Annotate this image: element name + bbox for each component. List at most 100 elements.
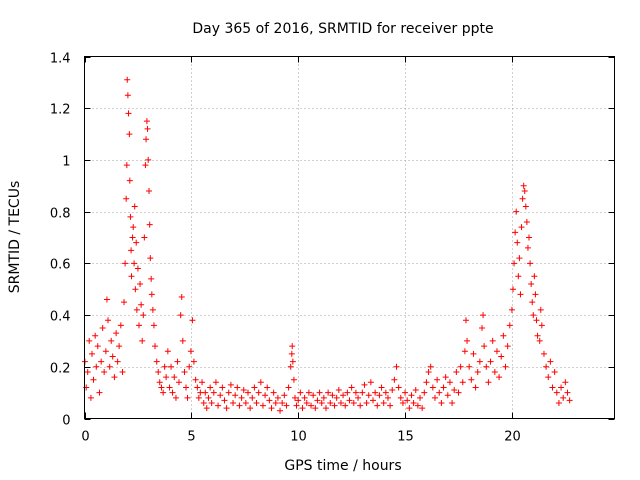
- data-point: [384, 394, 391, 401]
- data-point: [202, 389, 209, 396]
- y-tick-label: 0.4: [50, 310, 71, 325]
- data-point: [150, 322, 157, 329]
- data-point: [133, 306, 140, 313]
- data-point: [268, 405, 275, 412]
- data-point: [251, 384, 258, 391]
- y-tick-label: 0.8: [50, 207, 71, 222]
- data-point: [468, 376, 475, 383]
- data-point: [109, 353, 116, 360]
- x-tick-label: 10: [290, 430, 307, 445]
- data-point: [168, 363, 175, 370]
- chart-title: Day 365 of 2016, SRMTID for receiver ppt…: [192, 21, 493, 37]
- data-point: [348, 384, 355, 391]
- data-point: [483, 363, 490, 370]
- data-point: [121, 299, 128, 306]
- data-point: [145, 156, 152, 163]
- data-point: [192, 376, 199, 383]
- data-point: [102, 348, 109, 355]
- data-point: [466, 363, 473, 370]
- data-point: [131, 203, 138, 210]
- data-point: [234, 384, 241, 391]
- data-point: [195, 394, 202, 401]
- data-point: [200, 399, 207, 406]
- data-point: [457, 363, 464, 370]
- data-point: [515, 273, 522, 280]
- data-point: [523, 218, 530, 225]
- data-point: [376, 392, 383, 399]
- data-point: [438, 399, 445, 406]
- data-point: [189, 317, 196, 324]
- data-point: [462, 317, 469, 324]
- data-point: [560, 394, 567, 401]
- data-point: [451, 387, 458, 394]
- data-point: [395, 384, 402, 391]
- data-point: [491, 368, 498, 375]
- data-point: [566, 397, 573, 404]
- data-point: [514, 239, 521, 246]
- data-point: [156, 379, 163, 386]
- data-point: [455, 389, 462, 396]
- data-point: [146, 187, 153, 194]
- data-point: [283, 402, 290, 409]
- data-point: [318, 399, 325, 406]
- data-point: [232, 392, 239, 399]
- data-point: [496, 374, 503, 381]
- data-point: [225, 389, 232, 396]
- data-point: [101, 368, 108, 375]
- data-point: [361, 381, 368, 388]
- data-point: [310, 392, 317, 399]
- data-point: [92, 332, 99, 339]
- data-point: [350, 399, 357, 406]
- data-point: [533, 317, 540, 324]
- data-point: [155, 368, 162, 375]
- data-point: [172, 394, 179, 401]
- data-point: [530, 312, 537, 319]
- data-point: [287, 363, 294, 370]
- data-point: [472, 384, 479, 391]
- data-point: [253, 399, 260, 406]
- data-point: [153, 358, 160, 365]
- data-point: [122, 260, 129, 267]
- data-point: [210, 389, 217, 396]
- data-point: [135, 322, 142, 329]
- data-point: [479, 325, 485, 331]
- data-point: [84, 368, 91, 375]
- plot-frame: [84, 56, 615, 419]
- data-point: [88, 350, 95, 357]
- data-point: [429, 384, 436, 391]
- data-point: [94, 343, 101, 350]
- data-point: [316, 389, 323, 396]
- x-tick-label: 5: [187, 430, 195, 445]
- data-point: [169, 389, 176, 396]
- data-point: [308, 402, 315, 409]
- data-point: [143, 136, 150, 143]
- data-point: [259, 402, 266, 409]
- data-point: [527, 260, 534, 267]
- data-point: [219, 384, 226, 391]
- data-point: [163, 374, 170, 381]
- data-point: [117, 322, 124, 329]
- data-point: [90, 376, 97, 383]
- data-point: [289, 343, 296, 350]
- data-point: [512, 229, 519, 236]
- data-point: [399, 399, 406, 406]
- data-point: [406, 405, 413, 412]
- data-point: [123, 195, 130, 202]
- data-point: [522, 203, 529, 210]
- x-tick-labels: 0 5 10 15 20: [81, 430, 520, 445]
- data-point: [129, 234, 136, 241]
- data-point: [111, 374, 118, 381]
- data-point: [158, 384, 165, 391]
- data-point: [86, 337, 93, 344]
- data-point: [270, 389, 277, 396]
- data-point: [526, 234, 533, 241]
- data-point: [534, 332, 541, 339]
- data-point: [174, 358, 181, 365]
- data-point: [137, 281, 144, 288]
- data-point: [549, 384, 556, 391]
- data-point: [160, 389, 167, 396]
- data-point: [340, 392, 347, 399]
- data-point: [461, 348, 468, 355]
- data-point: [190, 358, 197, 365]
